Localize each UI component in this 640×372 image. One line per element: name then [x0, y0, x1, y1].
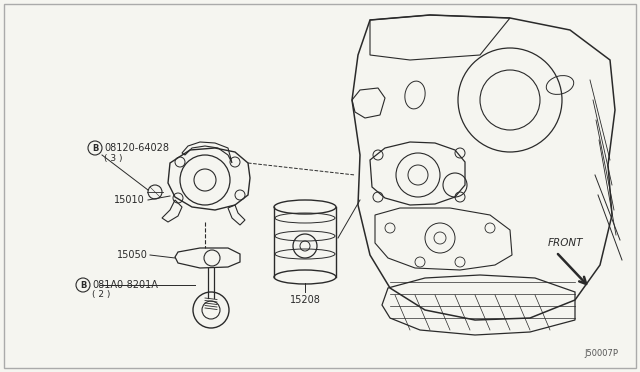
- Text: 15208: 15208: [289, 295, 321, 305]
- Text: J50007P: J50007P: [584, 349, 618, 358]
- Text: 081A0-8201A: 081A0-8201A: [92, 280, 158, 290]
- Text: B: B: [92, 144, 98, 153]
- Text: 08120-64028: 08120-64028: [104, 143, 169, 153]
- Text: 15050: 15050: [117, 250, 148, 260]
- Text: ( 2 ): ( 2 ): [92, 291, 110, 299]
- Text: B: B: [80, 280, 86, 289]
- Text: ( 3 ): ( 3 ): [104, 154, 122, 163]
- Text: 15010: 15010: [115, 195, 145, 205]
- Text: FRONT: FRONT: [548, 238, 584, 248]
